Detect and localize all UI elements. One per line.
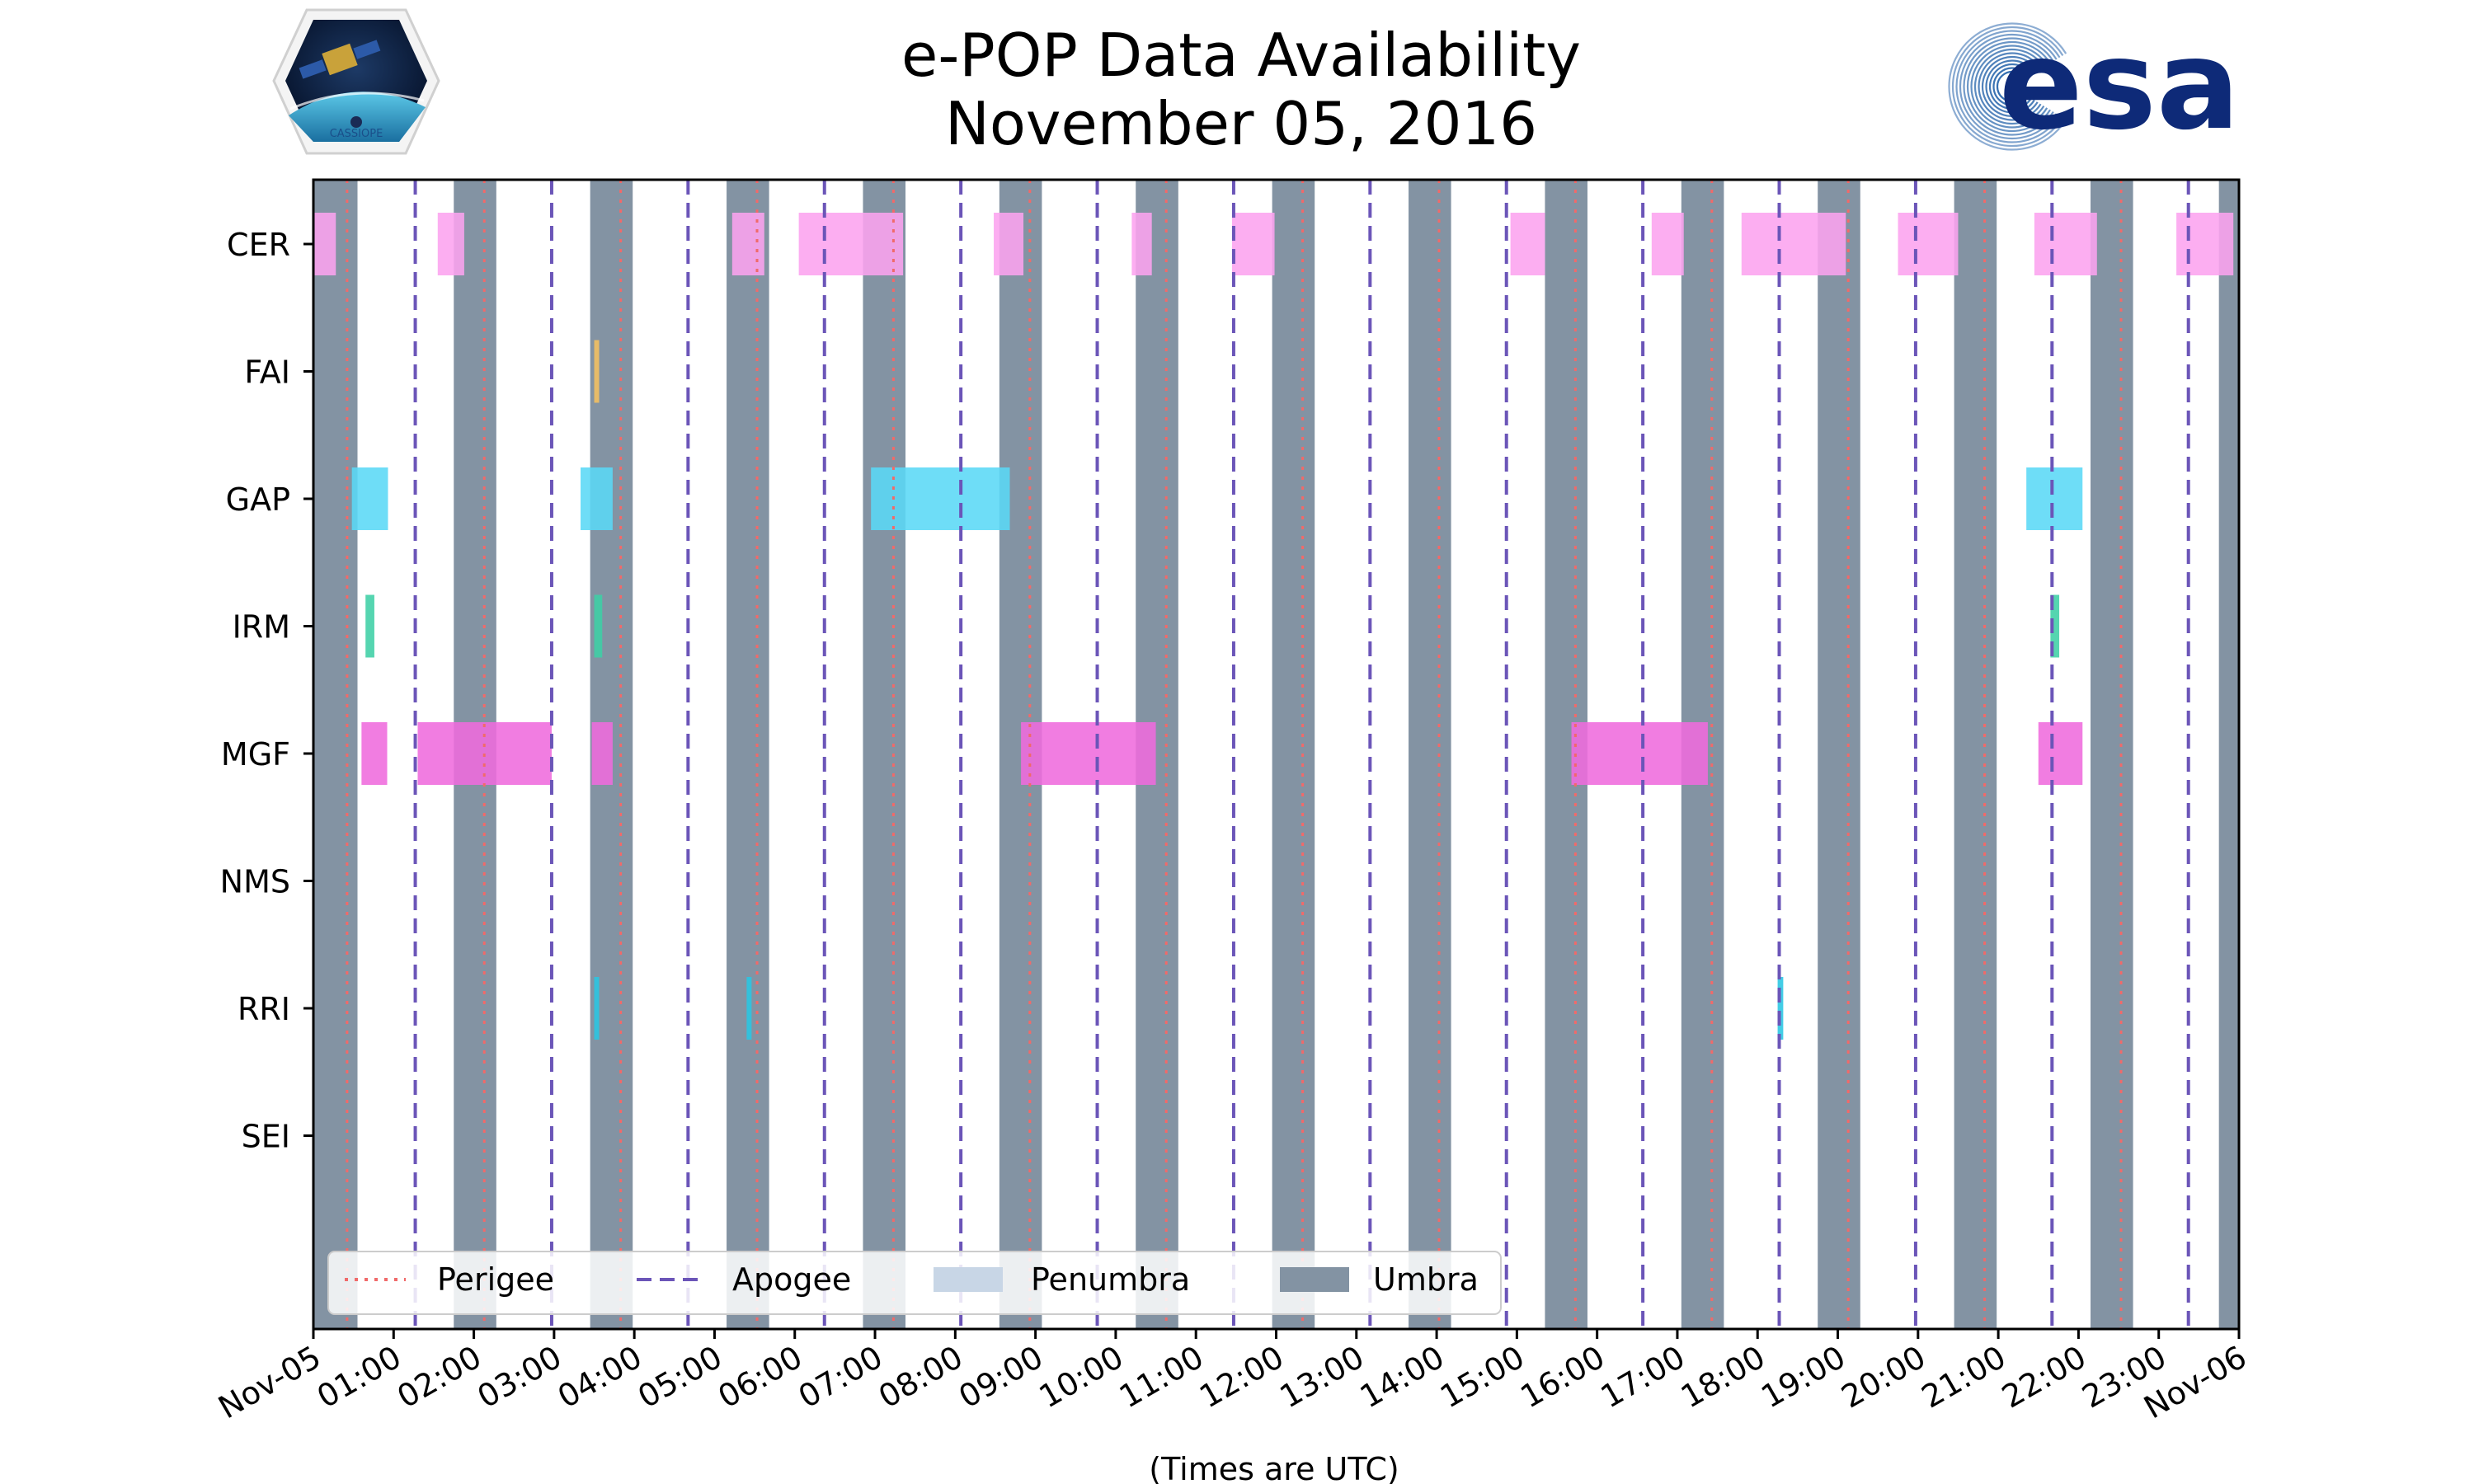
y-tick-label-cer: CER xyxy=(227,227,290,263)
umbra-band-14 xyxy=(2218,180,2239,1329)
cassiope-logo-text: CASSIOPE xyxy=(330,128,383,140)
esa-logo-text: esa xyxy=(1999,14,2240,157)
legend-label-umbra: Umbra xyxy=(1373,1261,1479,1298)
y-axis: CER FAI GAP IRM MGF NMS RRI SEI xyxy=(220,227,313,1155)
bar-irm-0 xyxy=(365,594,374,658)
bar-irm-1 xyxy=(594,594,603,658)
umbra-band-12 xyxy=(1954,180,1997,1329)
legend-label-penumbra: Penumbra xyxy=(1031,1261,1190,1298)
bar-cer-5 xyxy=(1131,213,1152,275)
x-tick-label-2: 02:00 xyxy=(391,1339,487,1416)
x-tick-label-7: 07:00 xyxy=(793,1339,889,1416)
x-tick-label-19: 19:00 xyxy=(1755,1339,1851,1416)
x-tick-label-13: 13:00 xyxy=(1273,1339,1370,1416)
y-tick-label-sei: SEI xyxy=(242,1119,290,1155)
orbit-lines xyxy=(346,180,2190,1329)
umbra-layer xyxy=(313,180,2239,1329)
x-tick-label-10: 10:00 xyxy=(1033,1339,1130,1416)
x-tick-label-0: Nov-05 xyxy=(212,1339,327,1426)
legend-item-apogee: Apogee xyxy=(637,1261,851,1298)
bar-cer-1 xyxy=(437,213,464,275)
umbra-band-7 xyxy=(1272,180,1315,1329)
x-tick-label-17: 17:00 xyxy=(1595,1339,1691,1416)
x-tick-label-8: 08:00 xyxy=(872,1339,969,1416)
cassiope-logo: CASSIOPE xyxy=(272,8,440,155)
x-axis-label: (Times are UTC) xyxy=(1149,1451,1399,1484)
availability-bars xyxy=(313,213,2234,1040)
bar-mgf-0 xyxy=(361,722,388,785)
bar-gap-3 xyxy=(2026,467,2083,530)
y-tick-label-nms: NMS xyxy=(220,864,290,900)
legend-item-umbra: Umbra xyxy=(1280,1261,1479,1298)
bar-cer-12 xyxy=(2176,213,2234,275)
y-tick-label-gap: GAP xyxy=(226,481,290,518)
x-axis: Nov-0501:0002:0003:0004:0005:0006:0007:0… xyxy=(212,1329,2253,1426)
x-tick-label-6: 06:00 xyxy=(712,1339,808,1416)
y-tick-label-irm: IRM xyxy=(233,609,290,646)
x-tick-label-15: 15:00 xyxy=(1434,1339,1531,1416)
bar-cer-2 xyxy=(731,213,764,275)
esa-swirl-icon xyxy=(1948,22,2067,151)
bar-mgf-4 xyxy=(1571,722,1708,785)
bar-cer-9 xyxy=(1741,213,1846,275)
bar-cer-3 xyxy=(798,213,904,275)
legend-item-perigee: Perigee xyxy=(345,1261,554,1298)
umbra-band-13 xyxy=(2091,180,2133,1329)
umbra-band-8 xyxy=(1409,180,1451,1329)
umbra-band-4 xyxy=(863,180,906,1329)
bar-mgf-5 xyxy=(2038,722,2083,785)
bar-rri-2 xyxy=(1777,977,1784,1040)
x-tick-label-1: 01:00 xyxy=(311,1339,407,1416)
x-tick-label-18: 18:00 xyxy=(1675,1339,1771,1416)
legend-label-apogee: Apogee xyxy=(732,1261,851,1298)
bar-fai-0 xyxy=(594,340,600,403)
esa-logo: esa xyxy=(1948,14,2240,157)
legend-label-perigee: Perigee xyxy=(437,1261,554,1298)
y-tick-label-rri: RRI xyxy=(238,991,290,1027)
x-tick-label-12: 12:00 xyxy=(1193,1339,1290,1416)
bar-cer-11 xyxy=(2034,213,2097,275)
bar-mgf-3 xyxy=(1021,722,1156,785)
bar-rri-1 xyxy=(746,977,752,1040)
umbra-band-3 xyxy=(727,180,769,1329)
x-tick-label-4: 04:00 xyxy=(552,1339,648,1416)
bar-rri-0 xyxy=(594,977,600,1040)
x-tick-label-5: 05:00 xyxy=(632,1339,728,1416)
bar-cer-7 xyxy=(1510,213,1545,275)
plot-area: CER FAI GAP IRM MGF NMS RRI SEI Nov-0501:0002:0… xyxy=(212,178,2253,1484)
x-tick-label-20: 20:00 xyxy=(1835,1339,1931,1416)
bar-cer-8 xyxy=(1651,213,1684,275)
bar-cer-4 xyxy=(994,213,1024,275)
bar-gap-0 xyxy=(351,467,388,530)
bar-irm-2 xyxy=(2050,594,2060,658)
bar-cer-0 xyxy=(313,213,336,275)
chart-subtitle: November 05, 2016 xyxy=(945,89,1537,158)
bar-gap-1 xyxy=(580,467,613,530)
chart-title: e-POP Data Availability xyxy=(901,21,1581,90)
x-tick-label-3: 03:00 xyxy=(472,1339,568,1416)
legend-box xyxy=(327,1251,1502,1315)
y-tick-label-fai: FAI xyxy=(244,355,290,391)
umbra-band-11 xyxy=(1818,180,1860,1329)
x-tick-label-9: 09:00 xyxy=(952,1339,1049,1416)
umbra-band-0 xyxy=(313,180,358,1329)
legend-item-penumbra: Penumbra xyxy=(934,1261,1190,1298)
bar-gap-2 xyxy=(871,467,1010,530)
legend: Perigee Apogee Penumbra Umbra xyxy=(327,1251,1502,1315)
x-tick-label-14: 14:00 xyxy=(1354,1339,1451,1416)
x-tick-label-16: 16:00 xyxy=(1514,1339,1611,1416)
bar-cer-6 xyxy=(1231,213,1275,275)
y-tick-label-mgf: MGF xyxy=(221,736,290,773)
x-tick-label-21: 21:00 xyxy=(1916,1339,2012,1416)
x-tick-label-11: 11:00 xyxy=(1113,1339,1210,1416)
bar-mgf-2 xyxy=(591,722,613,785)
x-tick-label-22: 22:00 xyxy=(1996,1339,2092,1416)
bar-cer-10 xyxy=(1898,213,1959,275)
